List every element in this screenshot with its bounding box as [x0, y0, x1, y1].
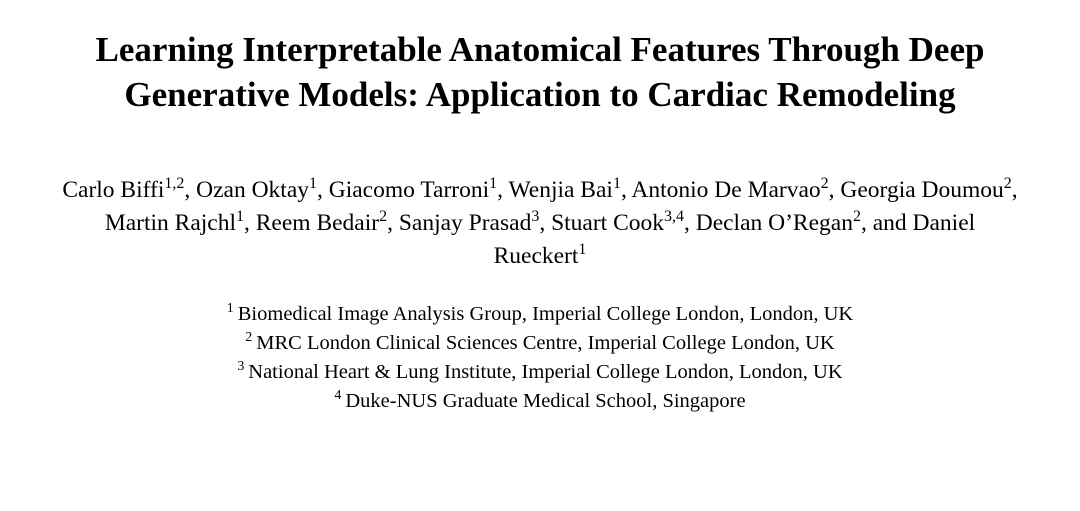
paper-title: Learning Interpretable Anatomical Featur… — [70, 28, 1010, 118]
author: Stuart Cook — [551, 210, 664, 236]
author: Giacomo Tarroni — [329, 177, 489, 203]
author-affil-marker: 2 — [821, 175, 829, 192]
affiliation: 1 Biomedical Image Analysis Group, Imperi… — [227, 300, 853, 329]
author: Martin Rajchl — [105, 210, 236, 236]
author: Reem Bedair — [256, 210, 379, 236]
author: Sanjay Prasad — [399, 210, 532, 236]
affiliation-marker: 4 — [334, 388, 341, 403]
author-affil-marker: 1,2 — [164, 175, 184, 192]
author-affil-marker: 1 — [489, 175, 497, 192]
author-affil-marker: 1 — [613, 175, 621, 192]
author-affil-marker: 1 — [309, 175, 317, 192]
author: Georgia Doumou — [840, 177, 1003, 203]
author-affil-marker: 2 — [1004, 175, 1012, 192]
author-affil-marker: 1 — [578, 241, 586, 258]
author-affil-marker: 3,4 — [664, 208, 684, 225]
author: Ozan Oktay — [196, 177, 309, 203]
affiliation-text: National Heart & Lung Institute, Imperia… — [248, 361, 842, 383]
author-affil-marker: 2 — [379, 208, 387, 225]
affiliation-list: 1 Biomedical Image Analysis Group, Imperi… — [227, 300, 853, 416]
author-affil-marker: 3 — [531, 208, 539, 225]
author: Declan O’Regan — [696, 210, 853, 236]
affiliation: 3 National Heart & Lung Institute, Imperi… — [227, 358, 853, 387]
affiliation-marker: 3 — [237, 359, 244, 374]
author: Carlo Biffi — [62, 177, 164, 203]
affiliation-text: Duke-NUS Graduate Medical School, Singap… — [345, 390, 745, 412]
author: Wenjia Bai — [508, 177, 612, 203]
author: Antonio De Marvao — [631, 177, 820, 203]
author-affil-marker: 1 — [236, 208, 244, 225]
affiliation-text: MRC London Clinical Sciences Centre, Imp… — [256, 332, 834, 354]
author-list: Carlo Biffi1,2, Ozan Oktay1, Giacomo Tar… — [60, 174, 1020, 274]
author-affil-marker: 2 — [853, 208, 861, 225]
affiliation-text: Biomedical Image Analysis Group, Imperia… — [238, 303, 853, 325]
affiliation-marker: 1 — [227, 301, 234, 316]
affiliation: 4 Duke-NUS Graduate Medical School, Singa… — [227, 387, 853, 416]
affiliation: 2 MRC London Clinical Sciences Centre, Im… — [227, 329, 853, 358]
affiliation-marker: 2 — [245, 330, 252, 345]
